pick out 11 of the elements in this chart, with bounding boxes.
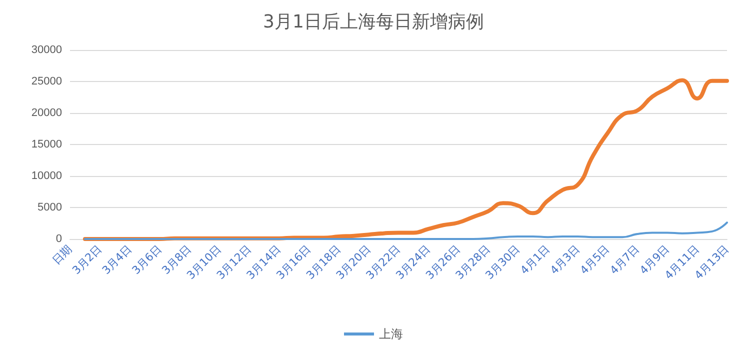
y-tick-label: 30000 <box>31 44 62 56</box>
y-tick-label: 20000 <box>31 107 62 119</box>
chart-title: 3月1日后上海每日新增病例 <box>263 12 484 32</box>
y-tick-label: 10000 <box>31 170 62 182</box>
y-tick-label: 0 <box>56 233 62 245</box>
y-tick-label: 25000 <box>31 76 62 88</box>
legend-label: 上海 <box>379 327 403 341</box>
y-tick-label: 5000 <box>38 202 62 214</box>
line-series <box>84 222 728 240</box>
y-tick-label: 15000 <box>31 138 62 150</box>
x-tick-label: 日期 <box>50 242 75 268</box>
